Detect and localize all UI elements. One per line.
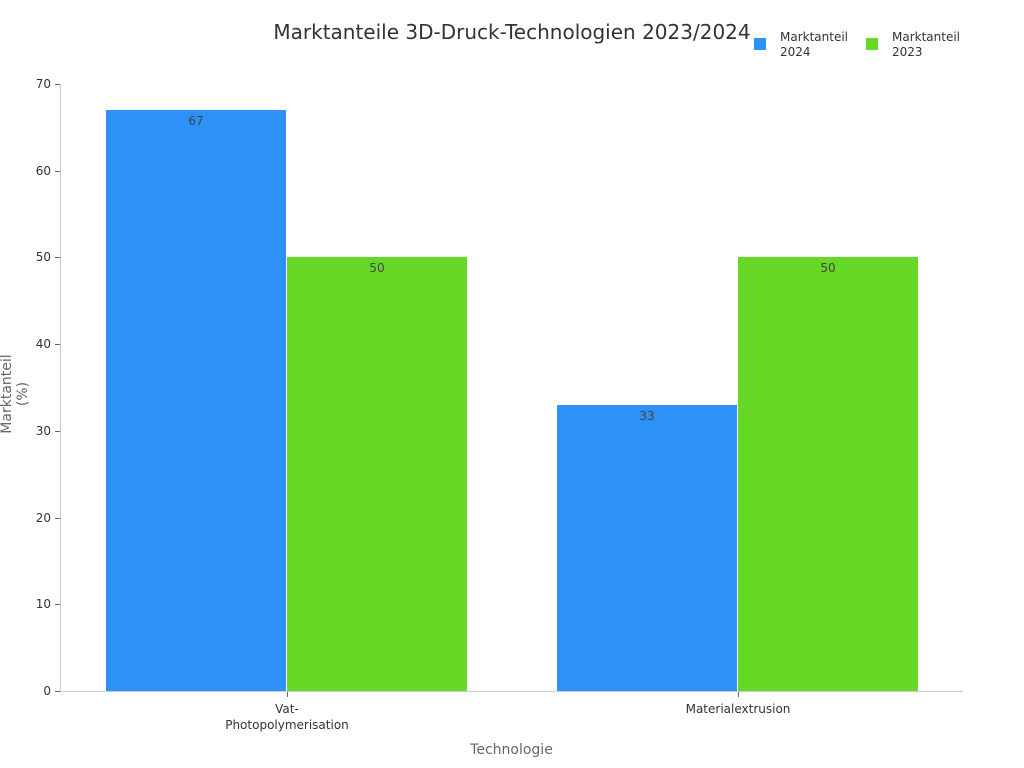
- legend-swatch-2024: [754, 38, 766, 50]
- legend-swatch-2023: [866, 38, 878, 50]
- y-tick-label: 60: [35, 163, 51, 178]
- y-tick-mark: [55, 517, 60, 519]
- y-tick-mark: [55, 84, 60, 85]
- x-axis-line: [60, 691, 963, 692]
- y-axis-line: [60, 84, 61, 692]
- y-tick-mark: [55, 691, 60, 692]
- chart-title-text: Marktanteile 3D-Druck-Technologien 2023/…: [273, 20, 751, 44]
- y-tick: 60: [0, 164, 60, 185]
- x-tick-label: Materialextrusion: [685, 702, 791, 716]
- y-tick-mark: [55, 430, 60, 432]
- y-tick: 20: [0, 511, 60, 532]
- legend-item-2023[interactable]: Marktanteil 2023: [866, 30, 978, 60]
- y-tick-label: 20: [35, 510, 51, 525]
- legend: Marktanteil 2024 Marktanteil 2023: [754, 30, 978, 60]
- y-tick-mark: [55, 170, 60, 172]
- y-tick-label: 10: [35, 597, 51, 612]
- y-tick: 50: [0, 250, 60, 271]
- x-tick-mark: [287, 692, 288, 697]
- y-tick-label: 70: [35, 77, 51, 91]
- y-tick-mark: [55, 257, 60, 259]
- bar-value-label: 50: [820, 261, 836, 276]
- y-tick-mark: [55, 604, 60, 606]
- bar-value-label: 67: [188, 114, 204, 128]
- y-tick-label: 40: [35, 337, 51, 352]
- y-tick: 10: [0, 597, 60, 618]
- y-tick-label: 50: [35, 250, 51, 265]
- bar-2024-0[interactable]: 67: [106, 110, 286, 691]
- y-tick-mark: [55, 344, 60, 346]
- y-tick: 0: [0, 684, 60, 705]
- y-tick-label: 30: [35, 423, 51, 438]
- y-axis-label: Marktanteil (%): [0, 354, 31, 434]
- y-tick: 30: [0, 424, 60, 445]
- x-tick-mark: [738, 692, 739, 697]
- bar-value-label: 50: [369, 261, 385, 276]
- bar-2024-1[interactable]: 33: [557, 404, 737, 691]
- y-tick: 70: [0, 77, 60, 98]
- x-tick-label: Vat- Photopolymerisation: [225, 702, 349, 732]
- x-axis-label: Technologie: [470, 742, 553, 758]
- bar-2023-1[interactable]: 50: [738, 257, 918, 691]
- y-tick-label: 0: [43, 684, 51, 698]
- legend-label-2023: Marktanteil 2023: [892, 30, 961, 59]
- y-tick: 40: [0, 337, 60, 358]
- bar-value-label: 33: [639, 408, 655, 423]
- legend-label-2024: Marktanteil 2024: [780, 30, 849, 59]
- bar-2023-0[interactable]: 50: [287, 257, 467, 691]
- chart-title: Marktanteile 3D-Druck-Technologien 2023/…: [0, 20, 1024, 44]
- legend-item-2024[interactable]: Marktanteil 2024: [754, 30, 866, 60]
